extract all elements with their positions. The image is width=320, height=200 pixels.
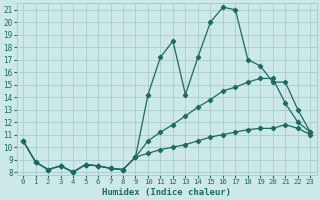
X-axis label: Humidex (Indice chaleur): Humidex (Indice chaleur): [102, 188, 231, 197]
